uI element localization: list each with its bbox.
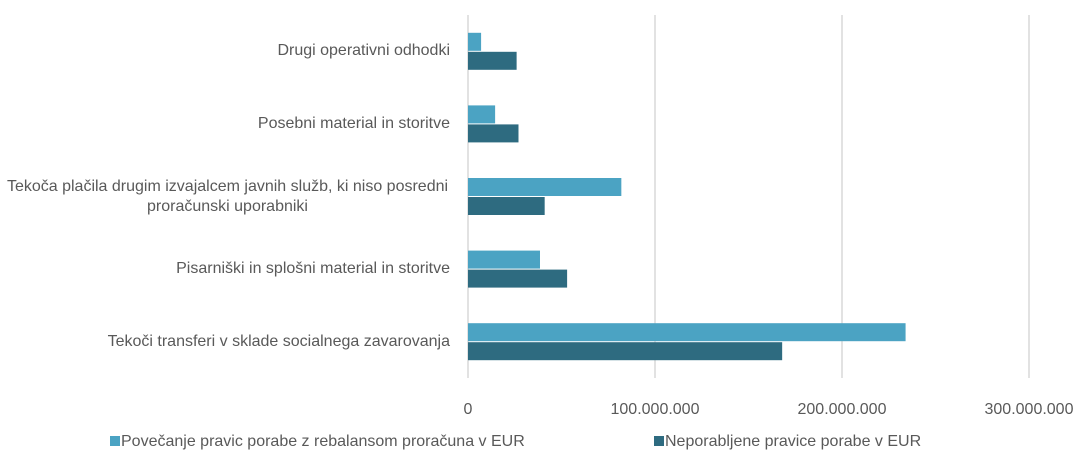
legend-label: Povečanje pravic porabe z rebalansom pro… xyxy=(121,433,525,450)
bar xyxy=(468,269,568,288)
bar xyxy=(468,323,906,342)
legend-swatch xyxy=(110,436,120,446)
bar xyxy=(468,250,540,269)
bar xyxy=(468,124,519,143)
bar xyxy=(468,178,622,196)
x-tick-label: 200.000.000 xyxy=(798,401,887,418)
x-tick-label: 100.000.000 xyxy=(611,401,700,418)
legend-label: Neporabljene pravice porabe v EUR xyxy=(665,433,921,450)
category-label: Drugi operativni odhodki xyxy=(277,42,450,60)
category-label: Pisarniški in splošni material in storit… xyxy=(176,260,450,278)
bar xyxy=(468,197,545,215)
category-label: Tekoča plačila drugim izvajalcem javnih … xyxy=(6,177,449,215)
legend-swatch xyxy=(654,436,664,446)
bar xyxy=(468,51,517,70)
bar xyxy=(468,342,783,361)
bar xyxy=(468,105,496,124)
bar xyxy=(468,32,482,51)
category-label: Tekoči transferi v sklade socialnega zav… xyxy=(107,332,450,350)
x-tick-label: 300.000.000 xyxy=(985,401,1074,418)
category-label: Posebni material in storitve xyxy=(257,114,450,132)
x-tick-label: 0 xyxy=(464,401,473,418)
